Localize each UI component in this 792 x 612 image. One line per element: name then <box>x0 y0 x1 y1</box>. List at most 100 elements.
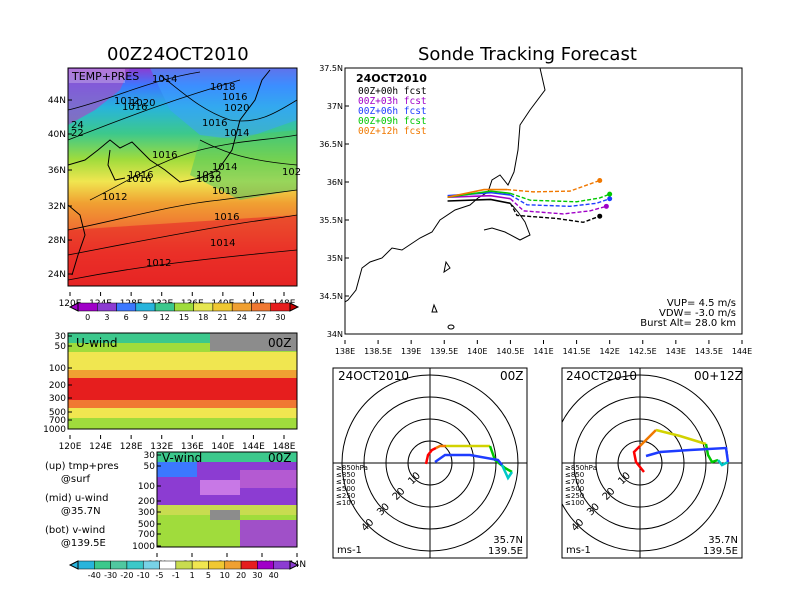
track-landing-point <box>607 191 613 197</box>
colorbar-tick: 21 <box>217 313 227 322</box>
wind-colorbar-tick: -1 <box>172 571 180 580</box>
track-landing-point <box>597 213 603 219</box>
track-x-tick: 144E <box>732 347 752 356</box>
v-wind-label: V-wind <box>162 451 202 465</box>
wind-colorbar: -40 -30 -20 -10 -5 -1 1 5 10 20 30 40 <box>68 560 300 580</box>
wind-colorbar-tick: -30 <box>104 571 117 580</box>
wind-colorbar-cell <box>159 560 177 570</box>
isobar-label: 1016 <box>128 170 153 181</box>
wind-colorbar-tick: -40 <box>88 571 101 580</box>
track-landing-point <box>597 177 603 183</box>
hodo-left-unit: ms-1 <box>337 545 362 556</box>
sonde-tracks <box>447 177 613 223</box>
colorbar-cell <box>174 302 194 312</box>
v-wind-y-tick: 1000 <box>132 542 155 552</box>
isobar-label: 1012 <box>146 258 171 269</box>
isobar-label: 1014 <box>224 128 249 139</box>
colorbar-cell <box>97 302 117 312</box>
colorbar-tick: 6 <box>124 313 129 322</box>
colorbar-cell <box>212 302 233 312</box>
wind-colorbar-cell <box>175 560 193 570</box>
track-legend-entry: 00Z+03h fcst <box>358 96 427 107</box>
wind-colorbar-tick: 1 <box>190 571 195 580</box>
wind-colorbar-cell <box>257 560 274 570</box>
hodo-right-lon: 139.5E <box>703 546 738 557</box>
wind-colorbar-cell <box>240 560 258 570</box>
track-line-ascent <box>447 198 511 205</box>
u-wind-x-tick: 120E <box>59 442 82 452</box>
map-y-tick: 32N <box>48 202 66 212</box>
map-y-ticks: 44N 40N 36N 32N 28N 24N <box>48 96 72 280</box>
track-param: VDW= -3.0 m/s <box>659 308 736 319</box>
isobar-label: 24 <box>71 120 84 131</box>
track-legend-entry: 00Z+06h fcst <box>358 106 427 117</box>
isobar-label: 1016 <box>214 212 239 223</box>
colorbar-cell <box>77 302 98 312</box>
track-line-descent <box>510 192 610 203</box>
isobar-label: 1020 <box>196 174 221 185</box>
isobar-label: 102 <box>282 167 301 178</box>
side-note-3: @35.7N <box>45 506 101 517</box>
hodo-level-label: ≤700 <box>565 478 584 486</box>
isobar-labels: 1012101410161020101810161020101610141016… <box>71 74 301 269</box>
wind-colorbar-tick: -20 <box>120 571 133 580</box>
side-note-5: @139.5E <box>45 538 106 549</box>
hodo-level-label: ≤850 <box>565 471 584 479</box>
right-title: Sonde Tracking Forecast <box>418 44 637 65</box>
isobar-label: 1014 <box>152 74 177 85</box>
track-landing-point <box>607 196 613 202</box>
wind-colorbar-arrow-left <box>68 560 79 570</box>
track-line-descent <box>507 179 600 193</box>
hodo-level-label: ≤100 <box>336 499 355 507</box>
wind-colorbar-arrow-right <box>289 560 300 570</box>
map-y-tick: 28N <box>48 236 66 246</box>
map-y-tick: 36N <box>48 166 66 176</box>
track-line-ascent <box>447 190 511 198</box>
hodo-left-levels: ≥850hPa≤850≤700≤500≤250≤100 <box>336 464 368 507</box>
map-y-tick: 40N <box>48 130 66 140</box>
colorbar-cell <box>231 302 252 312</box>
v-wind-y-tick: 300 <box>138 508 155 518</box>
isobar-label: 1014 <box>212 162 237 173</box>
wind-colorbar-tick: 30 <box>252 571 262 580</box>
u-wind-x-tick: 140E <box>211 442 234 452</box>
wind-colorbar-tick: -10 <box>137 571 150 580</box>
hodo-level-label: ≥850hPa <box>336 464 368 472</box>
colorbar-tick: 30 <box>275 313 285 322</box>
map-panel-label: TEMP+PRES <box>71 70 139 83</box>
side-note-1: @surf <box>45 474 91 485</box>
wind-colorbar-cell <box>208 560 226 570</box>
wind-colorbar-cell <box>273 560 291 570</box>
track-param: VUP= 4.5 m/s <box>667 298 736 309</box>
hodo-right-lat: 35.7N <box>708 535 738 546</box>
wind-colorbar-tick: 5 <box>206 571 211 580</box>
track-line-descent <box>509 198 607 215</box>
track-y-tick: 35.5N <box>319 216 343 225</box>
map-x-tick: 120E <box>59 299 82 309</box>
v-wind-time: 00Z <box>268 451 292 465</box>
track-legend-entry: 00Z+00h fcst <box>358 86 427 97</box>
u-wind-y-tick: 700 <box>49 416 66 426</box>
track-y-tick: 34N <box>327 330 343 339</box>
track-x-tick: 141E <box>533 347 553 356</box>
hodo-right-date: 24OCT2010 <box>566 369 637 383</box>
v-wind-y-tick: 50 <box>144 462 156 472</box>
colorbar-cell <box>135 302 156 312</box>
track-y-tick: 35N <box>327 254 343 263</box>
track-x-tick: 139E <box>401 347 421 356</box>
v-wind-y-tick: 500 <box>138 520 155 530</box>
wind-colorbar-cell <box>126 560 144 570</box>
v-wind-y-tick: 200 <box>138 497 155 507</box>
hodo-left-time: 00Z <box>500 369 524 383</box>
colorbar-cell <box>154 302 175 312</box>
wind-colorbar-cell <box>94 560 111 570</box>
hodo-left-lat: 35.7N <box>493 535 523 546</box>
isobar-label: 1016 <box>122 102 147 113</box>
